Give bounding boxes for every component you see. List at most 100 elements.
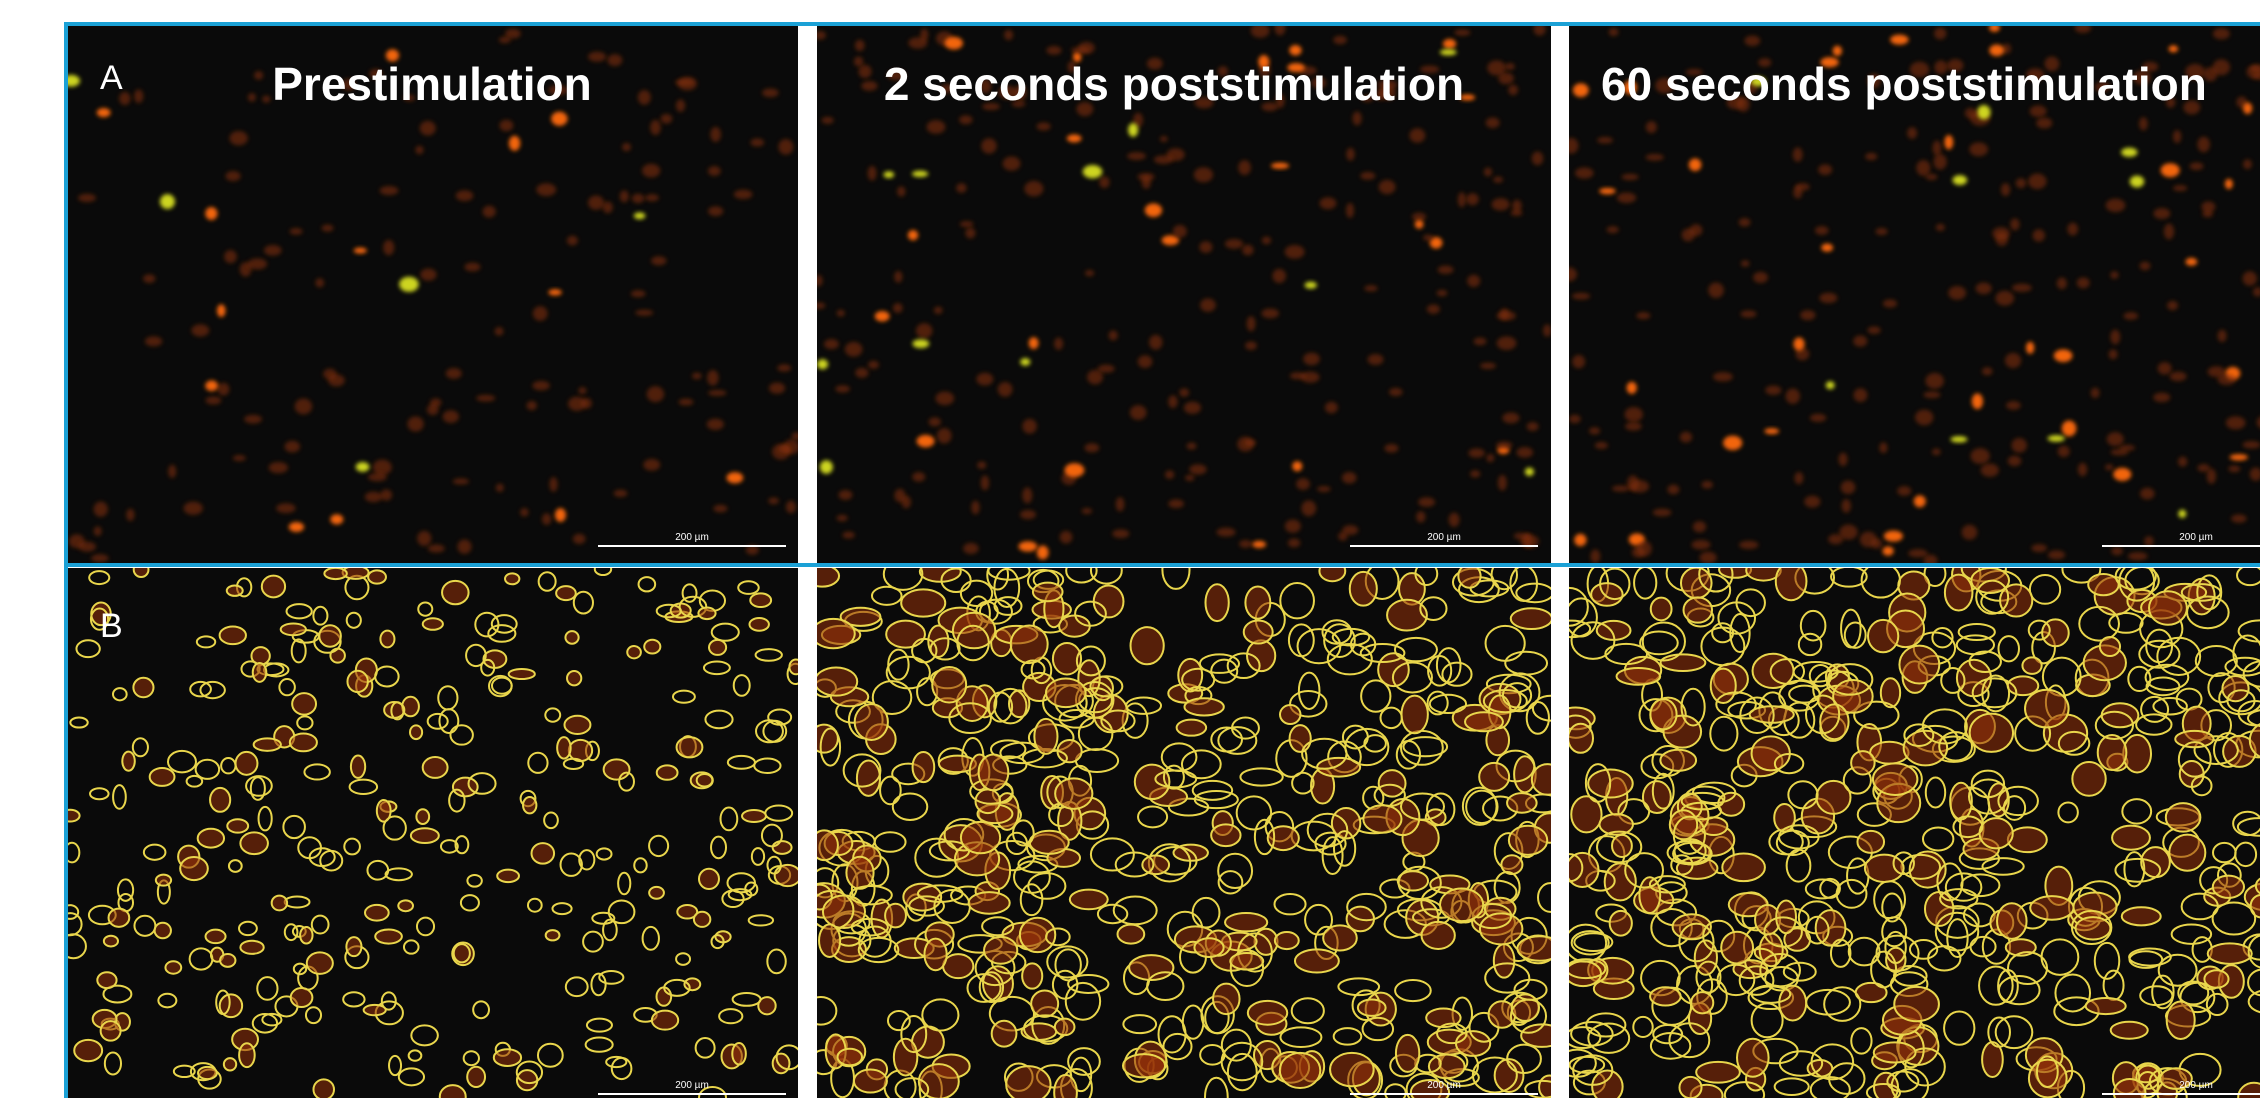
cell [495,327,504,336]
cell-outline [2072,762,2105,796]
cell [965,228,975,239]
cell [1438,266,1454,274]
cell-outline [2030,896,2073,920]
cell-outline [1123,1054,1165,1077]
cell [1064,463,1084,477]
cell-outline [1774,804,1795,832]
cell [542,513,552,525]
cell-outline [979,754,1009,790]
cell-outline [1094,585,1124,617]
cell [837,310,845,317]
cell [1379,180,1396,194]
cell-outline [812,619,855,648]
cell-outline [677,737,703,757]
cell-outline [307,952,333,973]
cell [622,143,631,151]
cell [509,136,520,151]
cell [499,120,513,132]
cell [2201,201,2215,212]
cell [1440,49,1457,55]
cell-outline [380,631,394,648]
cell [248,93,256,102]
cell [328,374,345,386]
cell-outline [1532,764,1563,795]
cell [2218,374,2236,385]
cell [956,183,966,193]
cell-outline [857,761,880,796]
scale-bar-label: 200 µm [1427,532,1461,543]
column-title: 60 seconds poststimulation [1601,58,2207,110]
cell-outline [1661,654,1706,671]
cell-outline [1020,918,1055,952]
cell-outline [1479,763,1509,791]
cell [634,212,646,219]
cell [2169,45,2179,52]
cell [1272,269,1286,283]
cell [1982,367,1993,375]
cell [2110,271,2118,279]
cell [2243,271,2257,285]
cell-outline [133,678,153,697]
cell-outline [1776,562,1807,600]
cell [2109,349,2118,359]
cell [322,225,334,232]
cell [1245,341,1257,350]
cell [1024,181,1043,196]
cell-outline [74,1040,102,1061]
cell [1617,192,1636,203]
cell-outline [1118,925,1145,944]
cell-outline [1456,1031,1490,1056]
cell [1497,336,1517,350]
cell [1667,485,1679,495]
cell [2243,159,2252,169]
cell [1884,531,1903,542]
cell [1200,298,1216,312]
cell-outline [262,576,285,598]
cell [2197,464,2209,472]
cell [1512,200,1522,212]
cell [1112,529,1129,538]
cell [1003,157,1021,171]
cell [464,262,480,271]
cell [244,415,262,424]
cell [453,478,469,484]
cell [824,339,839,349]
cell-outline [2098,735,2127,770]
cell [399,277,419,292]
cell [1995,291,2014,306]
cell-outline [1280,1053,1320,1088]
cell-outline [1501,855,1522,874]
cell-outline [1691,992,1713,1013]
cell [1908,549,1927,557]
cell [2028,174,2047,190]
cell [893,303,903,313]
cell-outline [1517,936,1561,961]
cell [420,269,436,281]
cell [927,120,946,134]
cell-outline [1874,1042,1916,1062]
cell-outline [604,759,630,779]
cell [2178,456,2187,466]
cell [1138,355,1153,368]
cell-outline [815,667,857,695]
cell [1854,388,1868,402]
cell [2164,224,2174,240]
cell-outline [1722,854,1765,882]
cell-outline [1660,750,1696,771]
cell-outline [2008,827,2047,852]
cell [1423,234,1433,240]
cell-outline [1034,719,1057,754]
cell-outline [775,865,801,886]
cell-outline [1402,696,1428,734]
cell-outline [1957,660,1991,697]
cell [2225,179,2233,189]
cell [1067,134,1082,142]
cell-outline [811,830,838,860]
cell-outline [101,1021,121,1040]
cell [1741,260,1750,267]
cell [710,127,721,142]
cell [2243,102,2252,114]
cell [835,385,850,392]
cell [1865,153,1877,161]
cell [894,271,902,283]
